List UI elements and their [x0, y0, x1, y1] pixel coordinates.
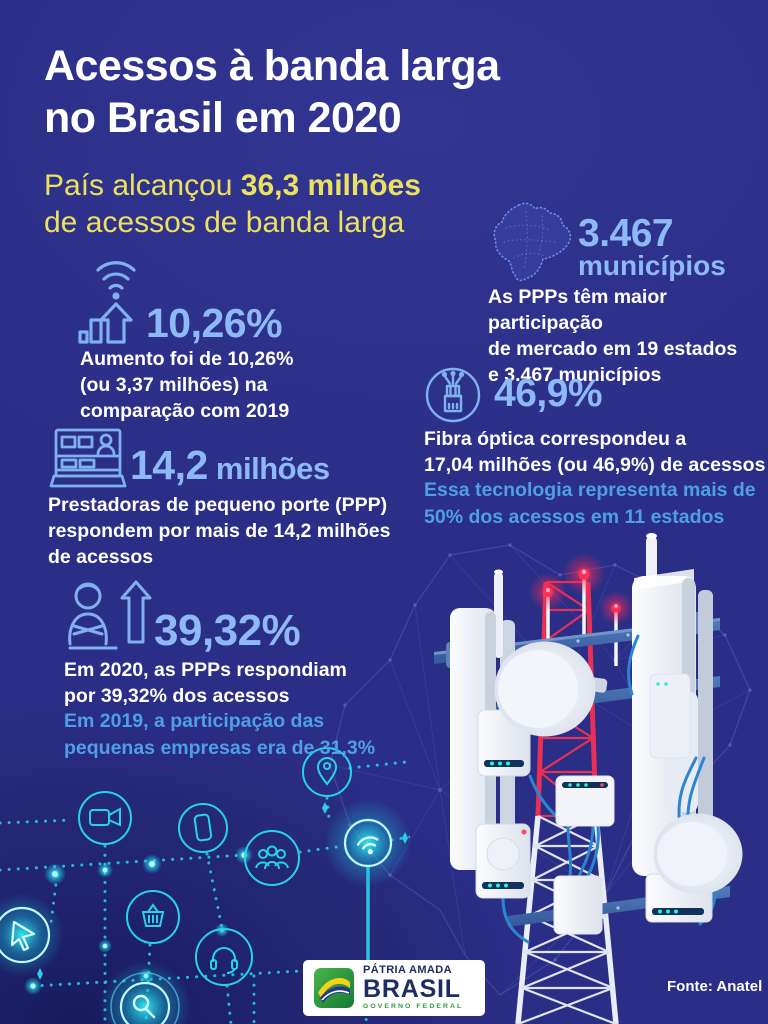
- stat-ppp-share-value: 39,32%: [154, 606, 301, 655]
- ppp-millions-number: 14,2: [130, 442, 208, 488]
- fiber-optic-icon: [425, 367, 481, 423]
- government-logo: PÁTRIA AMADA BRASIL GOVERNO FEDERAL: [303, 960, 485, 1016]
- equipment-boxes: [475, 673, 713, 935]
- subtitle: País alcançou 36,3 milhões de acessos de…: [44, 167, 421, 241]
- page-title: Acessos à banda larga no Brasil em 2020: [44, 40, 500, 144]
- storefront-icon: [49, 428, 127, 488]
- ppp-millions-unit: milhões: [207, 451, 330, 486]
- stat-ppp-share-note: Em 2019, a participação das pequenas emp…: [64, 710, 376, 759]
- dish-antennas: [494, 641, 743, 895]
- title-line-1: Acessos à banda larga: [44, 42, 500, 90]
- stat-fibra-value: 46,9%: [494, 372, 603, 415]
- cursor-pointer-icon: [0, 893, 64, 977]
- title-line-2: no Brasil em 2020: [44, 94, 402, 142]
- stat-municipios-unit: municípios: [578, 250, 726, 281]
- subtitle-line-2: de acessos de banda larga: [44, 206, 405, 239]
- stat-municipios-desc: As PPPs têm maior participação de mercad…: [488, 286, 738, 386]
- brazil-map-icon: [493, 202, 572, 282]
- stat-fibra-desc: Fibra óptica correspondeu a 17,04 milhõe…: [424, 428, 766, 476]
- stat-municipios-value: 3.467: [578, 212, 674, 255]
- video-camera-icon: [78, 791, 132, 845]
- cell-tower-illustration: [434, 533, 743, 1024]
- source-credit: Fonte: Anatel: [667, 978, 763, 995]
- location-pin-icon: [302, 747, 352, 797]
- connected-services-network: [0, 747, 410, 1024]
- logo-line-3: GOVERNO FEDERAL: [363, 1003, 464, 1011]
- logo-line-2: BRASIL: [363, 975, 461, 1004]
- smartphone-icon: [178, 803, 228, 853]
- stat-fibra-note: Essa tecnologia representa mais de 50% d…: [424, 479, 756, 528]
- government-logo-text: PÁTRIA AMADA BRASIL GOVERNO FEDERAL: [363, 965, 463, 1011]
- people-group-icon: [244, 830, 300, 886]
- stat-growth-value: 10,26%: [146, 300, 283, 346]
- stat-ppp-millions-value: 14,2 milhões: [130, 442, 330, 489]
- wifi-growth-icon: [78, 261, 136, 344]
- subtitle-prefix: País alcançou: [44, 169, 241, 202]
- subtitle-highlight: 36,3 milhões: [240, 169, 421, 202]
- stat-ppp-share-desc: Em 2020, as PPPs respondiam por 39,32% d…: [64, 659, 347, 707]
- shopping-basket-icon: [126, 890, 180, 944]
- headset-icon: [195, 928, 253, 986]
- stat-ppp-millions-desc: Prestadoras de pequeno porte (PPP) respo…: [48, 494, 391, 568]
- wifi-icon: [324, 799, 410, 887]
- stat-growth-desc: Aumento foi de 10,26% (ou 3,37 milhões) …: [80, 348, 294, 422]
- brazil-mesh-background: [328, 543, 752, 996]
- beacon-lights: [529, 553, 633, 666]
- magnifier-icon: [99, 961, 191, 1024]
- brazil-flag-icon: [314, 968, 354, 1008]
- logo-line-1: PÁTRIA AMADA: [363, 964, 452, 977]
- person-growth-icon: [68, 580, 152, 650]
